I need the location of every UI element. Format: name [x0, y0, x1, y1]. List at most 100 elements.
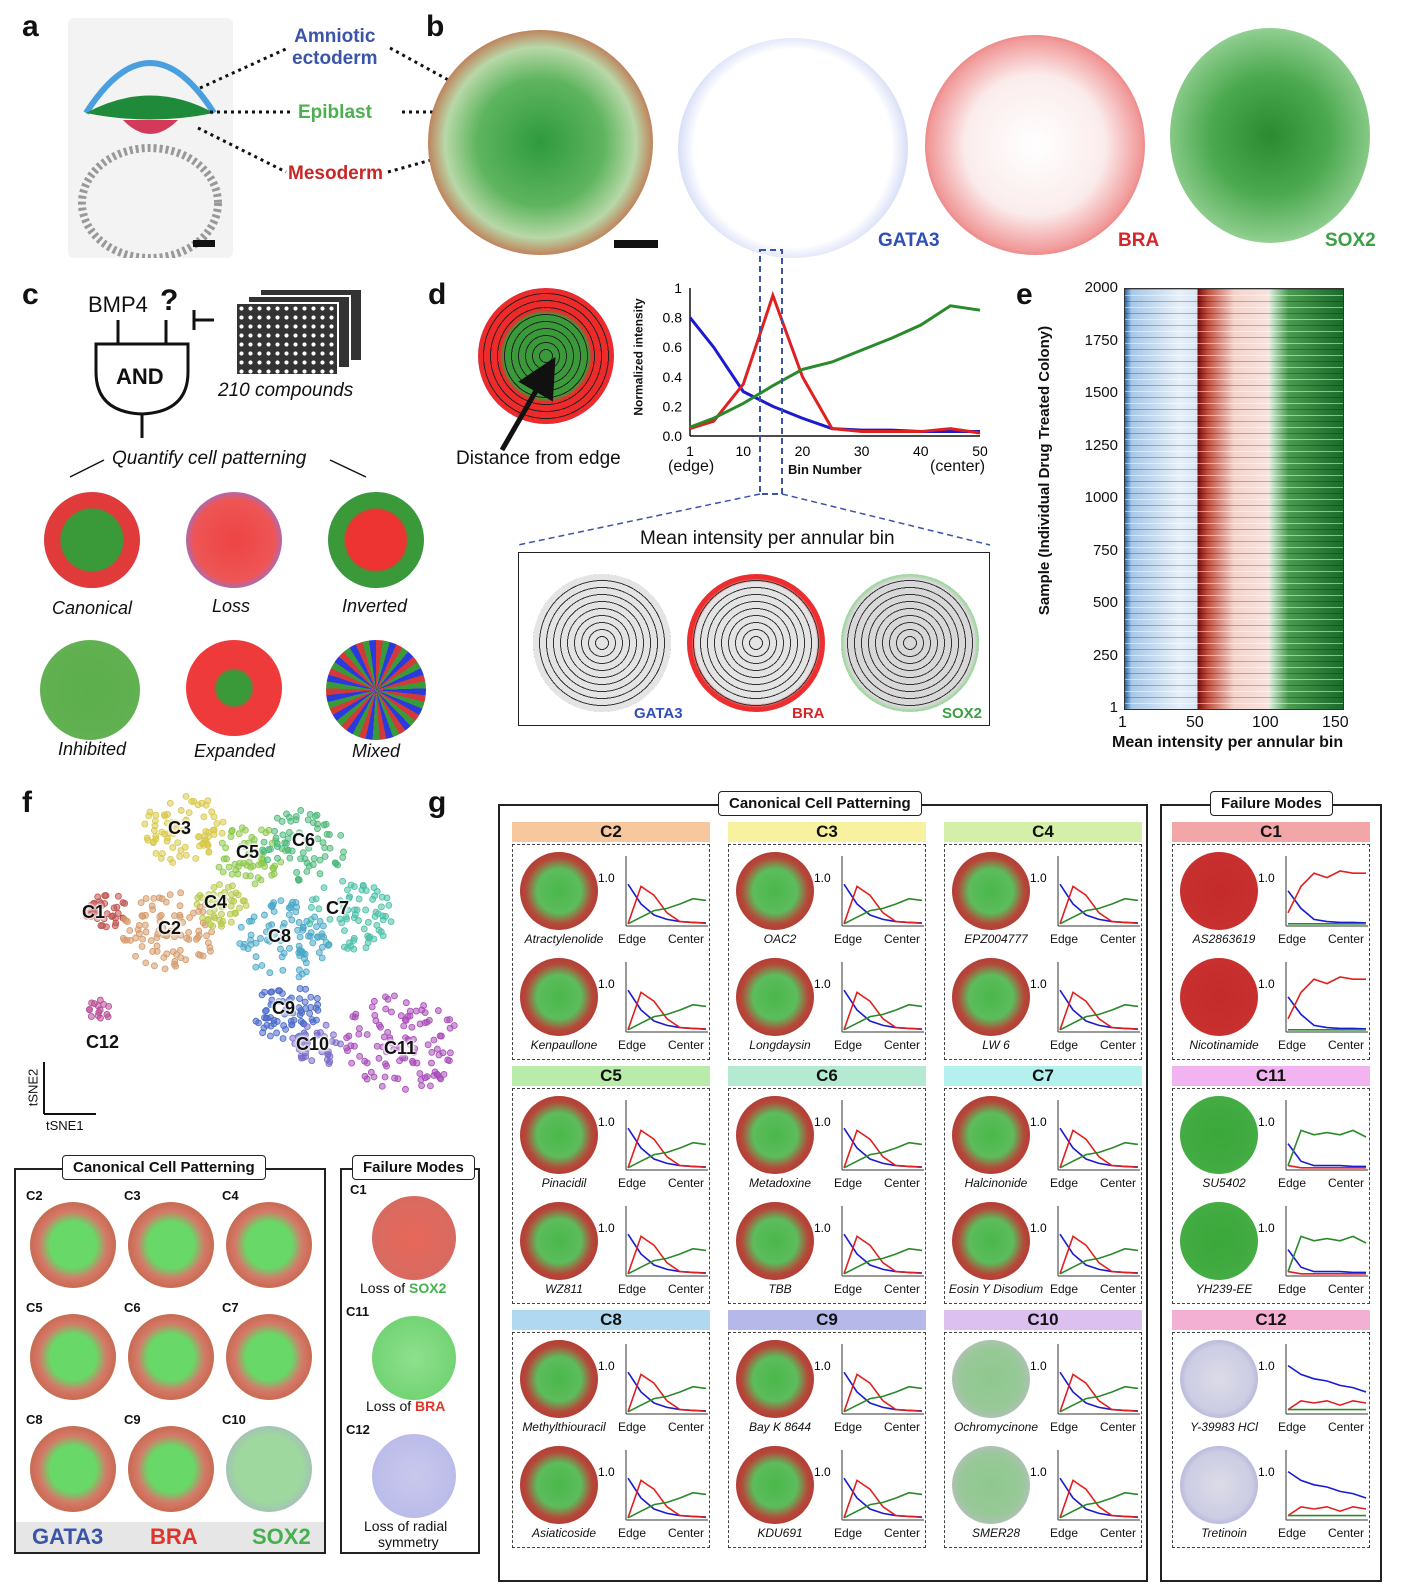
g-mini-ytick: 1.0 [1258, 1221, 1275, 1235]
g-mini-ytick: 1.0 [1030, 1221, 1047, 1235]
tsne-point [186, 914, 194, 921]
e-xtick-100: 100 [1252, 714, 1279, 731]
g-mini-line [1287, 1470, 1367, 1499]
tsne-point [297, 807, 305, 814]
g-header-C2: C2 [512, 822, 710, 842]
tsne-point [363, 1059, 371, 1067]
tsne-point [182, 956, 190, 964]
tsne-point [430, 1036, 438, 1044]
tsne-point [294, 926, 302, 934]
g-edge-label: Edge [618, 932, 647, 946]
tsne-point [295, 973, 303, 981]
tsne-point [176, 911, 184, 919]
g-drug-label: Longdaysin [749, 1038, 811, 1052]
zoom-lines [517, 249, 991, 546]
amniotic-label-line1: Amniotic [294, 26, 376, 47]
tsne-point [397, 1012, 405, 1020]
g-mini-line [843, 1479, 923, 1519]
tsne-point [437, 1032, 445, 1040]
g-mini-line [843, 1003, 923, 1031]
d-x-edge: (edge) [668, 458, 715, 475]
g-canonical-title: Canonical Cell Patterning [718, 791, 922, 816]
g-mini-ytick: 1.0 [1258, 1465, 1275, 1479]
tsne-point [410, 1048, 418, 1056]
g-mini-line [843, 1235, 923, 1275]
tsne-point [301, 855, 309, 863]
tsne-point [177, 889, 185, 897]
tsne-point [302, 1031, 309, 1039]
tsne-point [297, 1042, 305, 1050]
g-colony-thumb [952, 852, 1030, 930]
g-center-label: Center [1100, 1420, 1137, 1434]
tsne-point [101, 892, 109, 899]
e-ytick: 250 [1092, 646, 1118, 664]
tsne-point [295, 919, 303, 926]
tsne-point [369, 895, 377, 903]
tsne-point [324, 941, 332, 949]
g-mini-line [1287, 1399, 1367, 1411]
g-mini-profile-chart: 1.0 [1258, 1100, 1368, 1171]
tsne-point [355, 895, 363, 903]
g-mini-profile-chart: 1.0 [1030, 1344, 1140, 1415]
g-colony-thumb [952, 1202, 1030, 1280]
tsne-point [378, 903, 385, 911]
tsne-point [160, 811, 168, 819]
g-drug-label: Atractylenolide [524, 932, 604, 946]
tsne-point [235, 830, 243, 838]
g-group-box-C4 [944, 844, 1142, 1060]
tsne-point [373, 1042, 381, 1050]
e-xlabel: Mean intensity per annular bin [1112, 734, 1344, 751]
tsne-point [203, 897, 211, 904]
tsne-point [391, 992, 398, 1000]
f-failure-c1-desc: Loss of SOX2 [360, 1280, 446, 1296]
g-mini-ytick: 1.0 [598, 1465, 615, 1479]
tsne-point [388, 1008, 395, 1016]
tsne-point [208, 928, 216, 936]
tsne-point [241, 826, 249, 834]
g-mini-line [843, 1491, 923, 1519]
tsne-point [314, 1001, 322, 1009]
tsne-point [268, 871, 276, 879]
g-mini-profile-chart: 1.0 [1258, 962, 1368, 1033]
tsne-point [320, 884, 328, 892]
g-mini-profile-chart: 1.0 [1030, 856, 1140, 927]
g-mini-line [627, 1003, 707, 1031]
tsne-label-C6: C6 [292, 830, 316, 850]
tsne-point [252, 963, 260, 971]
tsne-point [227, 918, 235, 926]
f-failure-c1-label: C1 [350, 1182, 367, 1197]
tsne-point [286, 854, 294, 862]
tsne-point [95, 908, 103, 916]
tsne-cluster-C8 [236, 897, 333, 981]
tsne-point [176, 902, 184, 910]
d-ytick: 0.4 [663, 369, 683, 385]
tsne-cluster-C11 [343, 992, 458, 1093]
tsne-point [159, 850, 166, 857]
g-header-C10: C10 [944, 1310, 1142, 1330]
tsne-point [149, 906, 157, 913]
g-mini-profile-chart: 1.0 [1030, 1100, 1140, 1171]
tsne-point [267, 1014, 274, 1021]
tsne-point [104, 1013, 112, 1021]
tsne-point [250, 913, 258, 921]
tsne-point [195, 833, 203, 840]
bmp4-label: BMP4 [88, 292, 148, 317]
embryo-drawing [78, 60, 222, 258]
tsne-point [404, 1036, 412, 1043]
g-mini-line [1059, 897, 1139, 925]
g-drug-label: SU5402 [1202, 1176, 1246, 1190]
tsne-point [94, 893, 102, 901]
tsne-point [319, 922, 327, 930]
phenotype-loss [186, 492, 282, 588]
tsne-point [314, 820, 321, 828]
tsne-point [378, 1082, 386, 1090]
g-mini-line [1059, 1479, 1139, 1519]
tsne-point [401, 1016, 409, 1024]
g-mini-profile-chart: 1.0 [1030, 1206, 1140, 1277]
g-colony-thumb [952, 1096, 1030, 1174]
e-ytick: 1750 [1084, 331, 1118, 349]
g-group-box-C11 [1172, 1088, 1370, 1304]
g-drug-label: Eosin Y Disodium [948, 1282, 1044, 1296]
tsne-point [86, 1006, 93, 1014]
tsne-point [163, 837, 171, 845]
